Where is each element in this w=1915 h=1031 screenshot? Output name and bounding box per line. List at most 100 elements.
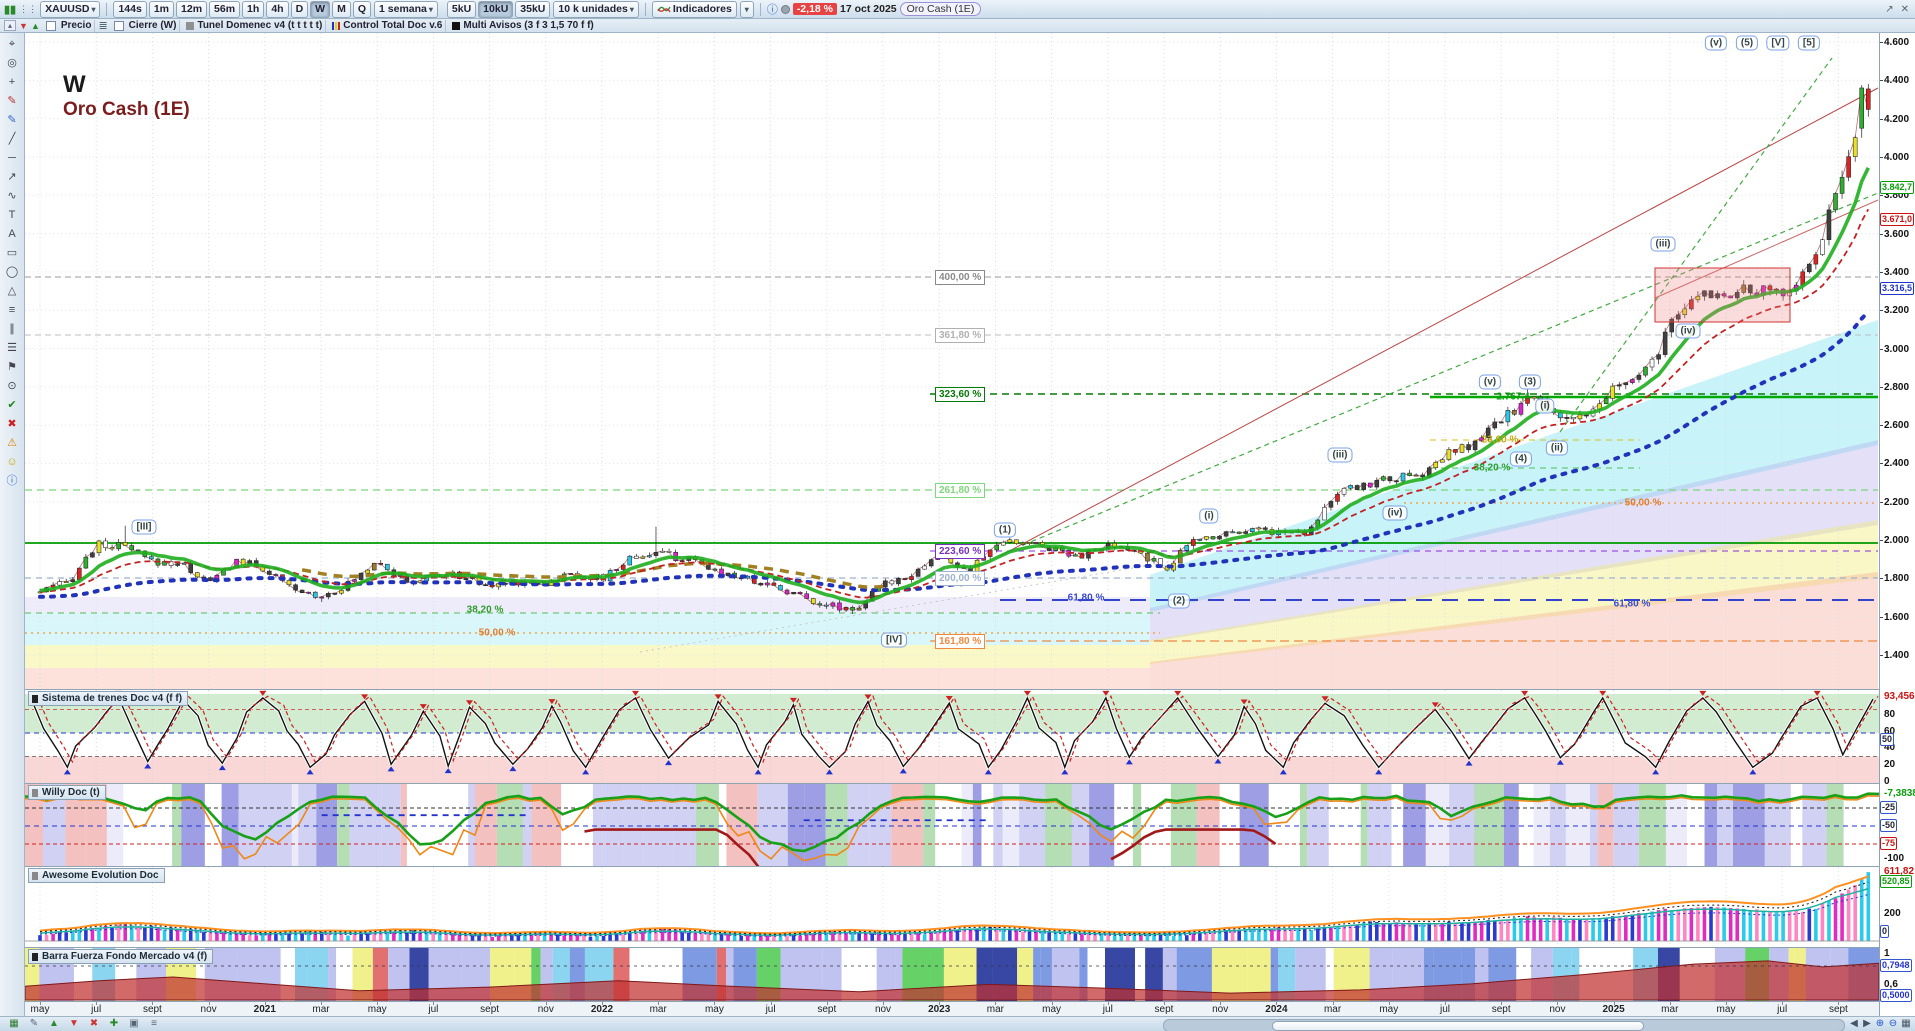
elliott-wave-label[interactable]: (i) [1199, 508, 1219, 524]
panel-header-awesome-evolution[interactable]: Awesome Evolution Doc [28, 868, 165, 883]
zoom-out-icon[interactable]: ⊖ [1888, 1018, 1898, 1029]
elliott-wave-label[interactable]: (1) [993, 522, 1017, 538]
scroll-right-icon[interactable]: ▶ [1863, 1018, 1871, 1029]
units-select[interactable]: 10 k unidades ▾ [553, 0, 639, 18]
zoom-in-icon[interactable]: ⊕ [1875, 1018, 1885, 1029]
tunel-legend-item[interactable]: Tunel Domenec v4 (t t t t t) [183, 19, 327, 32]
ellipse-tool-icon[interactable]: ◯ [5, 266, 19, 278]
delete-tool-icon[interactable]: ✖ [7, 418, 17, 430]
emoji-tool-icon[interactable]: ☺ [6, 456, 18, 468]
elliott-wave-label[interactable]: [V] [1766, 35, 1790, 51]
timeframe-button-Q[interactable]: Q [352, 0, 372, 18]
timeframe-button-1h[interactable]: 1h [242, 0, 265, 18]
elliott-wave-label[interactable]: [III] [131, 519, 157, 535]
crosshair-tool-icon[interactable]: + [8, 76, 16, 88]
elliott-wave-label[interactable]: (v) [1478, 374, 1502, 390]
elliott-wave-label[interactable]: (ii) [1545, 440, 1569, 456]
elliott-wave-label[interactable]: (2) [1167, 593, 1191, 609]
window-expand-icon[interactable]: ↗ [1885, 3, 1894, 15]
info-icon[interactable]: ⓘ [766, 4, 778, 16]
time-axis[interactable]: may jul sept nov 2021 mar may jul sept nov 2022 mar… [25, 1001, 1879, 1017]
hline-tool-icon[interactable]: ─ [8, 152, 16, 164]
text-tool-icon[interactable]: T [8, 209, 16, 221]
point-tool-icon[interactable]: ⊙ [7, 380, 17, 392]
elliott-wave-label[interactable]: (iv) [1382, 505, 1408, 521]
panel-willy-doc[interactable]: Willy Doc (t) [25, 783, 1879, 867]
draw-mode-icon[interactable]: ✎ [29, 1018, 39, 1029]
sell-marker-icon[interactable]: ▼ [19, 20, 28, 31]
delete-drawing-icon[interactable]: ✖ [89, 1018, 99, 1029]
elliott-wave-label[interactable]: (iii) [1327, 447, 1353, 463]
timeframe-button-M[interactable]: M [332, 0, 351, 18]
panel-awesome-evolution[interactable]: Awesome Evolution Doc [25, 866, 1879, 948]
horizontal-scrollbar[interactable] [1163, 1019, 1845, 1031]
unit-button-5kU[interactable]: 5kU [446, 0, 477, 18]
timeframe-button-D[interactable]: D [290, 0, 309, 18]
zoom-tool-icon[interactable]: ◎ [7, 57, 17, 69]
panel-barra-fuerza[interactable]: Barra Fuerza Fondo Mercado v4 (f) [25, 947, 1879, 1002]
label-tool-icon[interactable]: A [8, 228, 16, 240]
buy-marker-icon[interactable]: ▲ [30, 20, 40, 31]
indicators-button[interactable]: Indicadores [651, 0, 737, 18]
instrument-pill[interactable]: Oro Cash (1E) [899, 2, 982, 16]
timeframe-button-12m[interactable]: 12m [176, 0, 208, 18]
confirm-tool-icon[interactable]: ✔ [7, 399, 17, 411]
rect-tool-icon[interactable]: ▭ [6, 247, 18, 259]
fib-tool-icon[interactable]: ≡ [8, 304, 16, 316]
platform-logo-icon[interactable]: ▦ [9, 1018, 19, 1029]
wave-tool-icon[interactable]: ∿ [7, 190, 17, 202]
info-tool-icon[interactable]: ⓘ [6, 475, 18, 487]
timeframe-button-56m[interactable]: 56m [209, 0, 241, 18]
elliott-wave-label[interactable]: (v) [1704, 35, 1728, 51]
snapshot-icon[interactable]: ▣ [129, 1018, 139, 1029]
close-checkbox[interactable] [113, 20, 124, 31]
price-checkbox[interactable] [45, 20, 56, 31]
fit-screen-icon[interactable]: ▦ [1901, 1018, 1911, 1029]
buy-arrow-icon[interactable]: ▲ [49, 1018, 59, 1029]
list-settings-icon[interactable]: ≣ [98, 20, 108, 32]
unit-button-10kU[interactable]: 10kU [478, 0, 514, 18]
elliott-wave-label[interactable]: (iii) [1650, 236, 1676, 252]
panel-header-barra-fuerza[interactable]: Barra Fuerza Fondo Mercado v4 (f) [28, 949, 214, 964]
window-close-icon[interactable]: ✕ [1900, 3, 1909, 15]
price-axis[interactable]: 4.600 4.400 4.200 4.000 3.800 3.600 3.400 3.200… [1879, 33, 1915, 1016]
panel-header-willy-doc[interactable]: Willy Doc (t) [28, 785, 106, 800]
timeframe-button-144s[interactable]: 144s [113, 0, 147, 18]
symbol-select[interactable]: XAUUSD ▾ [40, 0, 101, 18]
timeframe-button-4h[interactable]: 4h [266, 0, 289, 18]
scrollbar-thumb[interactable] [1272, 1021, 1644, 1031]
add-chart-icon[interactable]: ✚ [109, 1018, 119, 1029]
elliott-wave-label[interactable]: (4) [1509, 451, 1533, 467]
elliott-wave-label[interactable]: [5] [1797, 35, 1821, 51]
triangle-tool-icon[interactable]: △ [7, 285, 17, 297]
brush-tool-icon[interactable]: ✎ [7, 114, 17, 126]
sell-arrow-icon[interactable]: ▼ [69, 1018, 79, 1029]
cursor-tool-icon[interactable]: ⌖ [8, 38, 16, 50]
panel-header-sistema-trenes[interactable]: Sistema de trenes Doc v4 (f f) [28, 691, 189, 706]
arrow-tool-icon[interactable]: ↗ [7, 171, 17, 183]
pencil-tool-icon[interactable]: ✎ [7, 95, 17, 107]
elliott-wave-label[interactable]: (iv) [1675, 323, 1701, 339]
price-legend-item[interactable]: Precio [43, 19, 96, 32]
elliott-wave-label[interactable]: [IV] [880, 632, 908, 648]
timeframe-button-1m[interactable]: 1m [148, 0, 175, 18]
list-tool-icon[interactable]: ☰ [7, 342, 17, 354]
unit-button-35kU[interactable]: 35kU [515, 0, 551, 18]
avisos-legend-item[interactable]: Multi Avisos (3 f 3 1,5 70 f f) [449, 20, 596, 32]
alert-tool-icon[interactable]: ⚠ [7, 437, 17, 449]
collapse-panel-icon[interactable]: ▴ [4, 20, 17, 31]
main-chart[interactable]: W Oro Cash (1E) IT-Finance.com - Tiempo … [25, 33, 1879, 689]
elliott-wave-label[interactable]: (5) [1735, 35, 1759, 51]
indicators-dropdown[interactable]: ▾ [739, 0, 754, 18]
control-legend-item[interactable]: Control Total Doc v.6 [329, 19, 447, 32]
drag-handle-icon[interactable]: ⋮⋮ [19, 3, 38, 14]
close-legend-item[interactable]: Cierre (W) [111, 19, 181, 32]
scroll-left-icon[interactable]: ◀ [1850, 1018, 1858, 1029]
layout-icon[interactable]: ≡ [151, 1018, 157, 1029]
trendline-tool-icon[interactable]: ╱ [8, 133, 16, 145]
channel-tool-icon[interactable]: ∥ [9, 323, 15, 335]
flag-tool-icon[interactable]: ⚑ [7, 361, 17, 373]
period-select[interactable]: 1 semana ▾ [374, 0, 438, 18]
elliott-wave-label[interactable]: (3) [1518, 374, 1542, 390]
timeframe-button-W[interactable]: W [310, 0, 331, 18]
